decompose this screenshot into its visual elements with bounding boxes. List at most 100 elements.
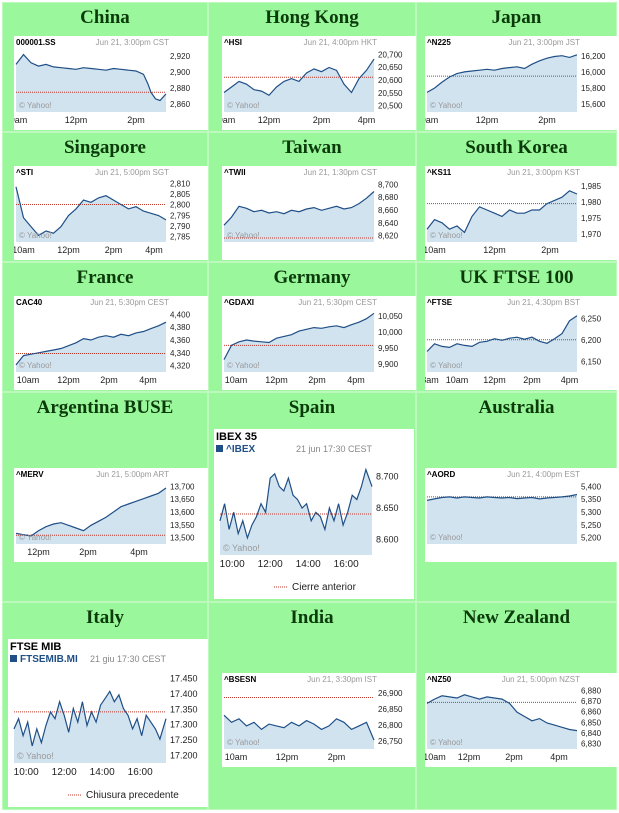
y-tick-label: 4,380	[170, 323, 191, 332]
x-tick-label: 2pm	[100, 375, 118, 385]
market-title: Germany	[273, 267, 351, 288]
y-tick-label: 6,880	[581, 686, 602, 695]
x-tick-label: 10am	[17, 375, 40, 385]
legend-label: FTSEMIB.MI	[20, 654, 78, 665]
y-tick-label: 26,900	[378, 689, 403, 698]
y-tick-label: 16,200	[581, 52, 606, 61]
y-tick-label: 13,650	[170, 495, 195, 504]
x-tick-label: 12pm	[57, 375, 80, 385]
series-area	[224, 59, 374, 112]
index-chart[interactable]: CAC40 Jun 21, 5:30pm CEST © Yahoo! 4,400 4,3…	[14, 296, 209, 390]
x-tick-label: 12pm	[483, 245, 506, 255]
chart-symbol: ^HSI	[224, 38, 242, 47]
index-chart[interactable]: ^N225 Jun 21, 3:00pm JST © Yahoo! 16,200 16,…	[425, 36, 619, 130]
y-tick-label: 8.700	[376, 472, 399, 482]
index-chart[interactable]: ^HSI Jun 21, 4:00pm HKT © Yahoo! 20,700 20,6…	[222, 36, 417, 130]
series-line	[426, 315, 578, 352]
x-tick-label: 2pm	[308, 375, 326, 385]
x-tick-label: 4pm	[145, 245, 163, 255]
x-tick-label: 12pm	[476, 115, 499, 125]
y-tick-label: 5,200	[581, 534, 602, 543]
index-chart[interactable]: ^FTSE Jun 21, 4:30pm BST © Yahoo! 6,250 6,20…	[425, 296, 619, 390]
y-tick-label: 1,970	[581, 230, 602, 239]
y-tick-label: 5,400	[581, 482, 602, 491]
series-area	[427, 315, 577, 372]
market-title: UK FTSE 100	[459, 267, 574, 288]
chart-watermark: © Yahoo!	[227, 101, 260, 110]
x-tick-label: 10:00	[14, 767, 39, 778]
y-tick-label: 13,700	[170, 482, 195, 491]
chart-symbol: CAC40	[16, 298, 43, 307]
index-chart[interactable]: ^BSESN Jun 21, 3:30pm IST © Yahoo! 26,900 26…	[222, 673, 417, 767]
index-chart[interactable]: ^TWII Jun 21, 1:30pm CST © Yahoo! 8,700 8,68…	[222, 166, 417, 260]
series-area	[427, 54, 577, 112]
y-tick-label: 10,050	[378, 312, 403, 321]
market-cell: New Zealand ^NZ50 Jun 21, 5:00pm NZST © Yah…	[416, 602, 619, 810]
chart-symbol: ^NZ50	[427, 675, 452, 684]
chart-symbol: ^TWII	[224, 168, 246, 177]
x-tick-label: 4pm	[130, 547, 148, 557]
chart-timestamp: Jun 21, 4:00pm EST	[507, 470, 580, 479]
market-title: Argentina BUSE	[36, 397, 174, 418]
chart-watermark: © Yahoo!	[430, 101, 463, 110]
y-tick-label: 8,640	[378, 219, 399, 228]
index-chart[interactable]: ^MERV Jun 21, 5:00pm ART © Yahoo! 13,700 13,…	[14, 468, 209, 562]
index-chart[interactable]: ^GDAXI Jun 21, 5:30pm CEST © Yahoo! 10,050 1…	[222, 296, 417, 390]
y-tick-label: 4,320	[170, 362, 191, 371]
y-tick-label: 5,300	[581, 508, 602, 517]
series-line	[219, 467, 373, 540]
market-cell: South Korea ^KS11 Jun 21, 3:00pm KST © Yaho…	[416, 132, 619, 262]
y-tick-label: 17.400	[170, 689, 198, 699]
y-tick-label: 2,810	[170, 179, 191, 188]
chart-timestamp: Jun 21, 3:00pm KST	[507, 168, 580, 177]
x-tick-label: 4pm	[347, 375, 365, 385]
index-chart[interactable]: ^NZ50 Jun 21, 5:00pm NZST © Yahoo! 6,880 6,8…	[425, 673, 619, 767]
y-tick-label: 2,805	[170, 190, 191, 199]
market-cell: France CAC40 Jun 21, 5:30pm CEST © Yahoo! 4,…	[2, 262, 209, 392]
index-chart[interactable]: IBEX 35^IBEX 21 jun 17:30 CEST © Yahoo! 8.7…	[214, 429, 414, 599]
chart-timestamp: Jun 21, 4:00pm HKT	[304, 38, 377, 47]
chart-timestamp: Jun 21, 1:30pm CST	[304, 168, 377, 177]
chart-symbol: ^FTSE	[427, 298, 453, 307]
y-tick-label: 2,790	[170, 222, 191, 231]
y-tick-label: 8.600	[376, 534, 399, 544]
x-tick-label: 14:00	[90, 767, 115, 778]
x-tick-label: 2pm	[541, 245, 559, 255]
market-title: Japan	[491, 7, 542, 28]
index-chart[interactable]: ^AORD Jun 21, 4:00pm EST © Yahoo! 5,400 5,35…	[425, 468, 619, 562]
y-tick-label: 17.300	[170, 720, 198, 730]
series-area	[220, 469, 372, 555]
chart-timestamp: Jun 21, 5:00pm NZST	[502, 675, 580, 684]
series-line	[426, 694, 578, 732]
series-area	[16, 488, 166, 544]
legend-label: ^IBEX	[226, 444, 256, 455]
index-chart[interactable]: ^STI Jun 21, 5:00pm SGT © Yahoo! 2,810 2,805…	[14, 166, 209, 260]
y-tick-label: 26,850	[378, 705, 403, 714]
chart-timestamp: 21 jun 17:30 CEST	[296, 444, 373, 454]
index-chart[interactable]: 000001.SS Jun 21, 3:00pm CST © Yahoo! 2,920…	[14, 36, 209, 130]
chart-timestamp: Jun 21, 5:00pm ART	[96, 470, 169, 479]
y-tick-label: 13,600	[170, 508, 195, 517]
chart-symbol: 000001.SS	[16, 38, 56, 47]
x-tick-label: 2pm	[79, 547, 97, 557]
market-title: Italy	[86, 607, 124, 628]
chart-symbol: ^AORD	[427, 470, 455, 479]
y-tick-label: 20,700	[378, 50, 403, 59]
x-tick-label: 12pm	[65, 115, 88, 125]
index-chart[interactable]: ^KS11 Jun 21, 3:00pm KST © Yahoo! 1,985 1,98…	[425, 166, 619, 260]
x-tick-label: 8am	[425, 375, 439, 385]
series-line	[223, 191, 375, 226]
y-tick-label: 1,985	[581, 182, 602, 191]
chart-timestamp: Jun 21, 3:00pm CST	[96, 38, 169, 47]
x-tick-label: 16:00	[334, 559, 359, 570]
x-tick-label: 4pm	[550, 752, 568, 762]
market-cell: Germany ^GDAXI Jun 21, 5:30pm CEST © Yahoo!…	[208, 262, 417, 392]
y-tick-label: 20,650	[378, 63, 403, 72]
market-cell: India ^BSESN Jun 21, 3:30pm IST © Yahoo! 26,…	[208, 602, 417, 810]
chart-symbol: ^STI	[16, 168, 33, 177]
y-tick-label: 20,500	[378, 102, 403, 111]
x-tick-label: 10am	[225, 375, 248, 385]
y-tick-label: 6,150	[581, 357, 602, 366]
y-tick-label: 2,920	[170, 52, 191, 61]
